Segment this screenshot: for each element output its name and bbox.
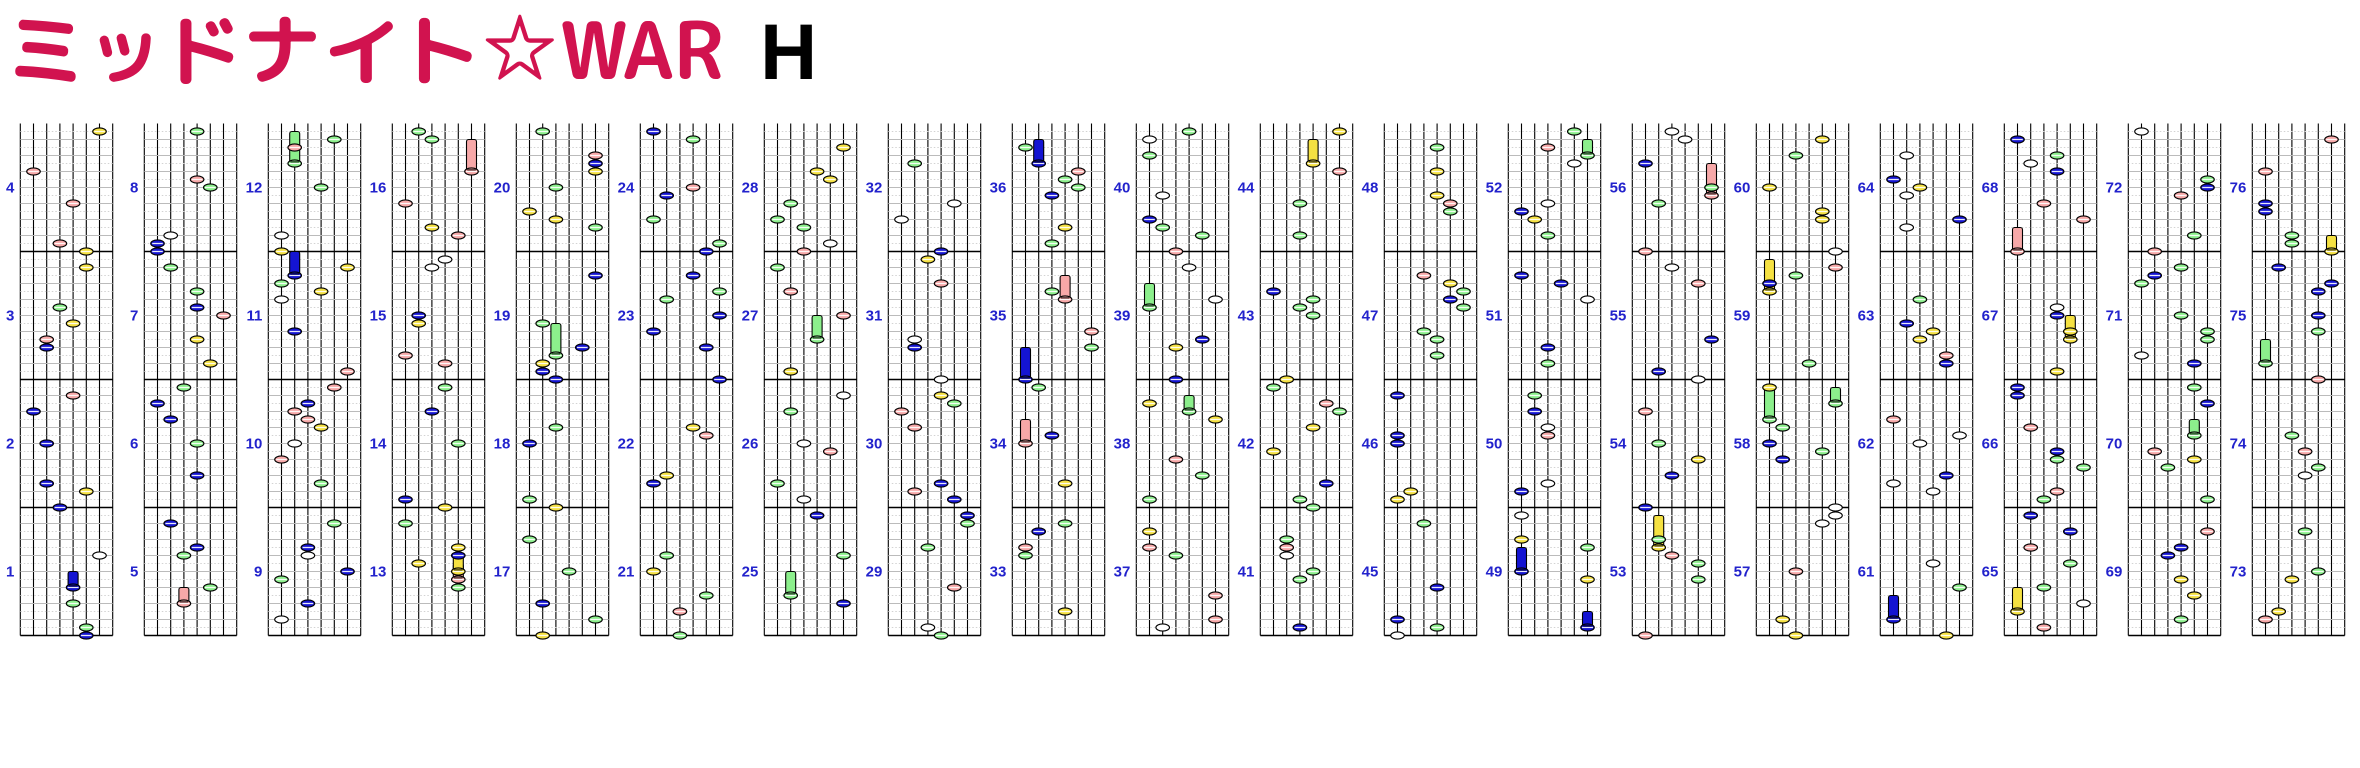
svg-text:41: 41 (1238, 564, 1255, 581)
svg-text:35: 35 (990, 308, 1007, 325)
svg-text:27: 27 (742, 308, 759, 325)
svg-text:52: 52 (1486, 180, 1503, 197)
svg-text:65: 65 (1982, 564, 1999, 581)
svg-text:38: 38 (1114, 436, 1131, 453)
svg-text:54: 54 (1610, 436, 1627, 453)
svg-text:11: 11 (246, 308, 262, 325)
svg-text:36: 36 (990, 180, 1007, 197)
svg-text:13: 13 (370, 564, 387, 581)
svg-text:76: 76 (2230, 180, 2247, 197)
svg-text:37: 37 (1114, 564, 1131, 581)
svg-text:72: 72 (2106, 180, 2123, 197)
svg-text:64: 64 (1858, 180, 1875, 197)
svg-text:57: 57 (1734, 564, 1751, 581)
svg-text:60: 60 (1734, 180, 1751, 197)
svg-text:20: 20 (494, 180, 511, 197)
svg-text:33: 33 (990, 564, 1007, 581)
svg-text:18: 18 (494, 436, 511, 453)
svg-text:45: 45 (1362, 564, 1379, 581)
svg-text:67: 67 (1982, 308, 1999, 325)
svg-text:4: 4 (6, 180, 15, 197)
svg-text:58: 58 (1734, 436, 1751, 453)
svg-text:6: 6 (130, 436, 138, 453)
svg-text:30: 30 (866, 436, 883, 453)
svg-text:9: 9 (254, 564, 262, 581)
svg-text:74: 74 (2230, 436, 2247, 453)
svg-text:44: 44 (1238, 180, 1255, 197)
svg-text:53: 53 (1610, 564, 1627, 581)
svg-text:3: 3 (6, 308, 14, 325)
svg-text:22: 22 (618, 436, 635, 453)
svg-text:49: 49 (1486, 564, 1503, 581)
svg-text:71: 71 (2106, 308, 2123, 325)
svg-text:63: 63 (1858, 308, 1875, 325)
svg-text:26: 26 (742, 436, 759, 453)
svg-text:21: 21 (618, 564, 635, 581)
svg-text:59: 59 (1734, 308, 1751, 325)
svg-text:34: 34 (990, 436, 1007, 453)
svg-text:7: 7 (130, 308, 138, 325)
svg-text:75: 75 (2230, 308, 2247, 325)
svg-text:50: 50 (1486, 436, 1503, 453)
svg-text:12: 12 (246, 180, 263, 197)
svg-text:70: 70 (2106, 436, 2123, 453)
svg-text:14: 14 (370, 436, 387, 453)
svg-text:24: 24 (618, 180, 635, 197)
svg-text:39: 39 (1114, 308, 1131, 325)
svg-text:46: 46 (1362, 436, 1379, 453)
svg-text:31: 31 (866, 308, 883, 325)
svg-text:56: 56 (1610, 180, 1627, 197)
svg-text:23: 23 (618, 308, 635, 325)
svg-text:19: 19 (494, 308, 511, 325)
svg-text:10: 10 (246, 436, 263, 453)
svg-text:51: 51 (1486, 308, 1503, 325)
svg-text:73: 73 (2230, 564, 2247, 581)
svg-text:40: 40 (1114, 180, 1131, 197)
svg-text:48: 48 (1362, 180, 1379, 197)
svg-text:47: 47 (1362, 308, 1379, 325)
svg-text:15: 15 (370, 308, 387, 325)
svg-text:25: 25 (742, 564, 759, 581)
svg-text:29: 29 (866, 564, 883, 581)
svg-text:28: 28 (742, 180, 759, 197)
svg-text:2: 2 (6, 436, 14, 453)
svg-text:5: 5 (130, 564, 138, 581)
svg-text:17: 17 (494, 564, 511, 581)
svg-text:62: 62 (1858, 436, 1875, 453)
svg-text:69: 69 (2106, 564, 2123, 581)
svg-text:16: 16 (370, 180, 387, 197)
svg-text:32: 32 (866, 180, 883, 197)
svg-text:42: 42 (1238, 436, 1255, 453)
svg-text:43: 43 (1238, 308, 1255, 325)
svg-text:66: 66 (1982, 436, 1999, 453)
svg-text:8: 8 (130, 180, 138, 197)
svg-text:68: 68 (1982, 180, 1999, 197)
svg-text:61: 61 (1858, 564, 1875, 581)
svg-text:55: 55 (1610, 308, 1627, 325)
svg-text:1: 1 (6, 564, 14, 581)
